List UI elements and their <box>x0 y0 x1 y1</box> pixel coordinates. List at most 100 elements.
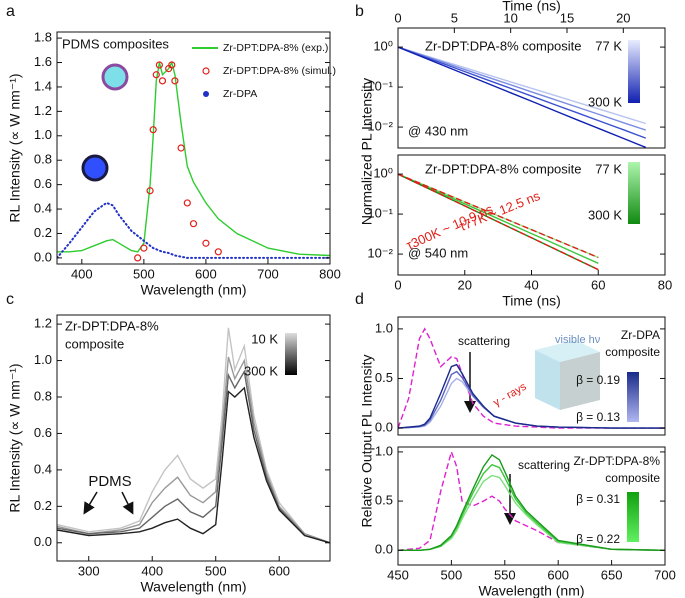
x-tick-label: 20 <box>616 10 630 25</box>
axes-frame <box>397 316 666 436</box>
plot-area <box>398 173 599 271</box>
annotation: @ 430 nm <box>408 123 468 138</box>
plot-area <box>398 46 647 148</box>
x-tick-label: 20 <box>458 277 472 292</box>
y-tick-label: 10⁰ <box>373 39 393 54</box>
data-point <box>202 239 210 247</box>
colorbar <box>628 162 640 224</box>
series-line <box>398 46 647 139</box>
series-line <box>398 46 647 125</box>
x-tick-label: 500 <box>205 563 227 578</box>
series-line <box>398 327 665 429</box>
series-line <box>398 173 599 271</box>
x-tick-label: 15 <box>560 10 574 25</box>
y-tick-label: 10⁻¹ <box>367 206 393 221</box>
data-point <box>152 71 160 79</box>
axes-frame <box>56 314 331 562</box>
x-tick-label: 600 <box>547 567 569 582</box>
annotation: β = 0.13 <box>576 410 620 424</box>
legend-label: Zr-DPA <box>223 88 257 100</box>
x-tick-label: 500 <box>441 567 463 582</box>
annotation: 77 K <box>595 161 622 176</box>
data-point <box>155 61 163 69</box>
y-tick-label: 1.2 <box>34 316 52 331</box>
annotation: γ - rays <box>491 380 529 409</box>
x-tick-label: 550 <box>494 567 516 582</box>
y-axis-label: RL Intensity (∝ W nm⁻¹) <box>7 73 23 222</box>
y-tick-label: 0.8 <box>34 152 52 167</box>
series-line <box>398 46 647 148</box>
y-tick-label: 10⁻¹ <box>367 79 393 94</box>
annotation: β = 0.31 <box>576 492 620 506</box>
x-tick-label: 80 <box>658 277 672 292</box>
y-tick-label: 0.0 <box>375 542 393 557</box>
y-tick-label: 0.0 <box>375 419 393 434</box>
x-tick-label: 600 <box>195 266 217 281</box>
x-axis-label: Time (ns) <box>502 0 561 14</box>
photo-inset <box>81 154 109 182</box>
series-line <box>398 474 665 551</box>
data-point <box>177 144 185 152</box>
axes-frame <box>56 31 331 265</box>
x-tick-label: 60 <box>591 277 605 292</box>
series-line <box>398 449 665 551</box>
colorbar <box>628 40 640 103</box>
x-tick-label: 400 <box>71 266 93 281</box>
series-line <box>57 356 330 544</box>
x-tick-label: 450 <box>387 567 409 582</box>
y-tick-label: 1.8 <box>34 30 52 45</box>
y-tick-label: 1.4 <box>34 78 52 93</box>
annotation: β = 0.22 <box>576 532 620 546</box>
y-tick-label: 0.5 <box>375 493 393 508</box>
y-tick-label: 0.6 <box>34 176 52 191</box>
y-tick-label: 0.8 <box>34 388 52 403</box>
annotation: composite <box>65 336 124 351</box>
arrow <box>83 491 98 515</box>
annotation: 77 K <box>595 38 622 53</box>
series-line <box>57 386 330 544</box>
annotation: composite <box>605 345 660 359</box>
y-tick-label: 1.2 <box>34 103 52 118</box>
x-tick-label: 0 <box>394 10 401 25</box>
data-point <box>140 244 148 252</box>
y-tick-label: 1.0 <box>375 320 393 335</box>
y-tick-label: 0.6 <box>34 425 52 440</box>
y-tick-label: 1.0 <box>375 443 393 458</box>
data-point <box>149 126 157 134</box>
data-point <box>214 248 222 256</box>
annotation: 300 K <box>244 363 278 378</box>
y-tick-label: 0.4 <box>34 461 52 476</box>
y-tick-label: 0.0 <box>34 534 52 549</box>
data-point <box>134 254 142 262</box>
plot-area <box>57 327 330 544</box>
x-tick-label: 400 <box>141 563 163 578</box>
x-tick-label: 40 <box>524 277 538 292</box>
panel-label: c <box>6 291 14 308</box>
photo-inset <box>101 63 129 91</box>
annotation: Zr-DPA <box>621 328 660 342</box>
annotation: β = 0.19 <box>576 373 620 387</box>
data-point <box>171 77 179 85</box>
y-tick-label: 0.5 <box>375 370 393 385</box>
x-tick-label: 800 <box>319 266 341 281</box>
annotation: 10 K <box>251 331 278 346</box>
x-tick-label: 700 <box>654 567 676 582</box>
annotation: Zr-DPT:DPA-8% composite <box>425 38 582 53</box>
colorbar <box>285 333 297 375</box>
x-axis-label: Wavelength (nm) <box>478 583 584 598</box>
series-line <box>398 377 665 429</box>
legend-marker <box>203 91 209 97</box>
series-line <box>57 369 330 544</box>
y-tick-label: 0.0 <box>34 249 52 264</box>
annotation: 300 K <box>588 207 622 222</box>
data-point <box>146 187 154 195</box>
legend-label: Zr-DPT:DPA-8% (exp.) <box>223 42 328 54</box>
legend-label: Zr-DPT:DPA-8% (simul.) <box>223 65 336 77</box>
series-line <box>398 173 599 259</box>
axes-frame <box>397 27 666 149</box>
data-point <box>183 199 191 207</box>
y-tick-label: 10⁰ <box>373 166 393 181</box>
data-point <box>189 220 198 228</box>
annotation: Zr-DPT:DPA-8% <box>574 454 661 468</box>
